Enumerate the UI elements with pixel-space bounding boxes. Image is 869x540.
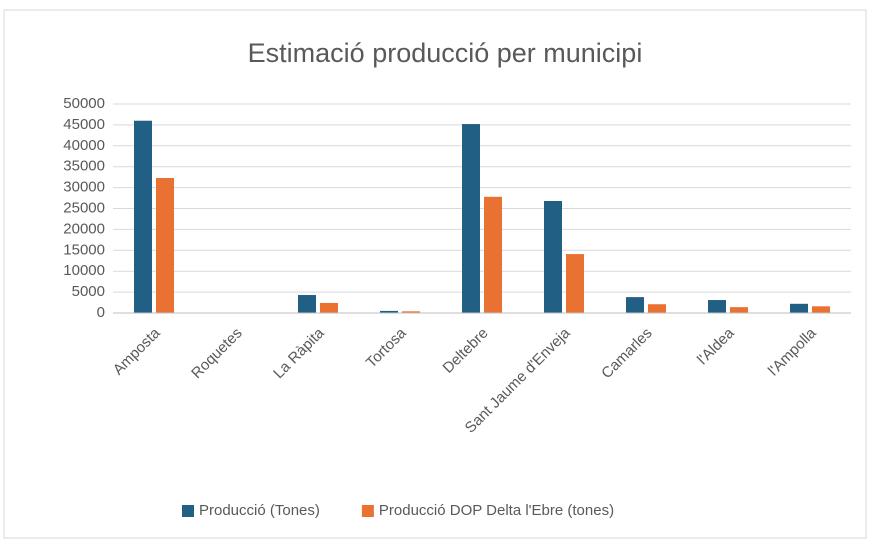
y-tick-label: 5000: [72, 283, 105, 300]
bar: [790, 303, 808, 313]
bar: [812, 306, 830, 313]
bar: [402, 311, 420, 313]
bar: [730, 307, 748, 313]
y-tick-label: 35000: [63, 158, 105, 175]
y-tick-label: 30000: [63, 179, 105, 196]
bar: [380, 310, 398, 313]
legend-label: Producció DOP Delta l'Ebre (tones): [379, 502, 614, 519]
bar: [708, 300, 726, 313]
bar: [134, 120, 152, 313]
legend-swatch: [361, 505, 374, 517]
y-tick-label: 0: [97, 304, 105, 321]
chart-title: Estimació producció per municipi: [248, 38, 643, 68]
bar: [484, 196, 502, 313]
bar: [462, 124, 480, 314]
bar: [298, 295, 316, 313]
y-tick-label: 45000: [63, 116, 105, 133]
bar: [544, 200, 562, 313]
bar: [566, 254, 584, 313]
bar: [648, 304, 666, 313]
y-tick-label: 50000: [63, 95, 105, 112]
y-tick-label: 20000: [63, 220, 105, 237]
chart-frame: [3, 9, 867, 539]
bar: [626, 297, 644, 313]
bar: [320, 302, 338, 313]
bar: [156, 177, 174, 313]
legend-swatch: [182, 505, 194, 517]
y-tick-label: 40000: [63, 137, 105, 154]
y-tick-label: 25000: [63, 199, 105, 216]
legend-label: Producció (Tones): [199, 502, 320, 519]
y-tick-label: 15000: [63, 241, 105, 258]
y-tick-label: 10000: [63, 262, 105, 279]
